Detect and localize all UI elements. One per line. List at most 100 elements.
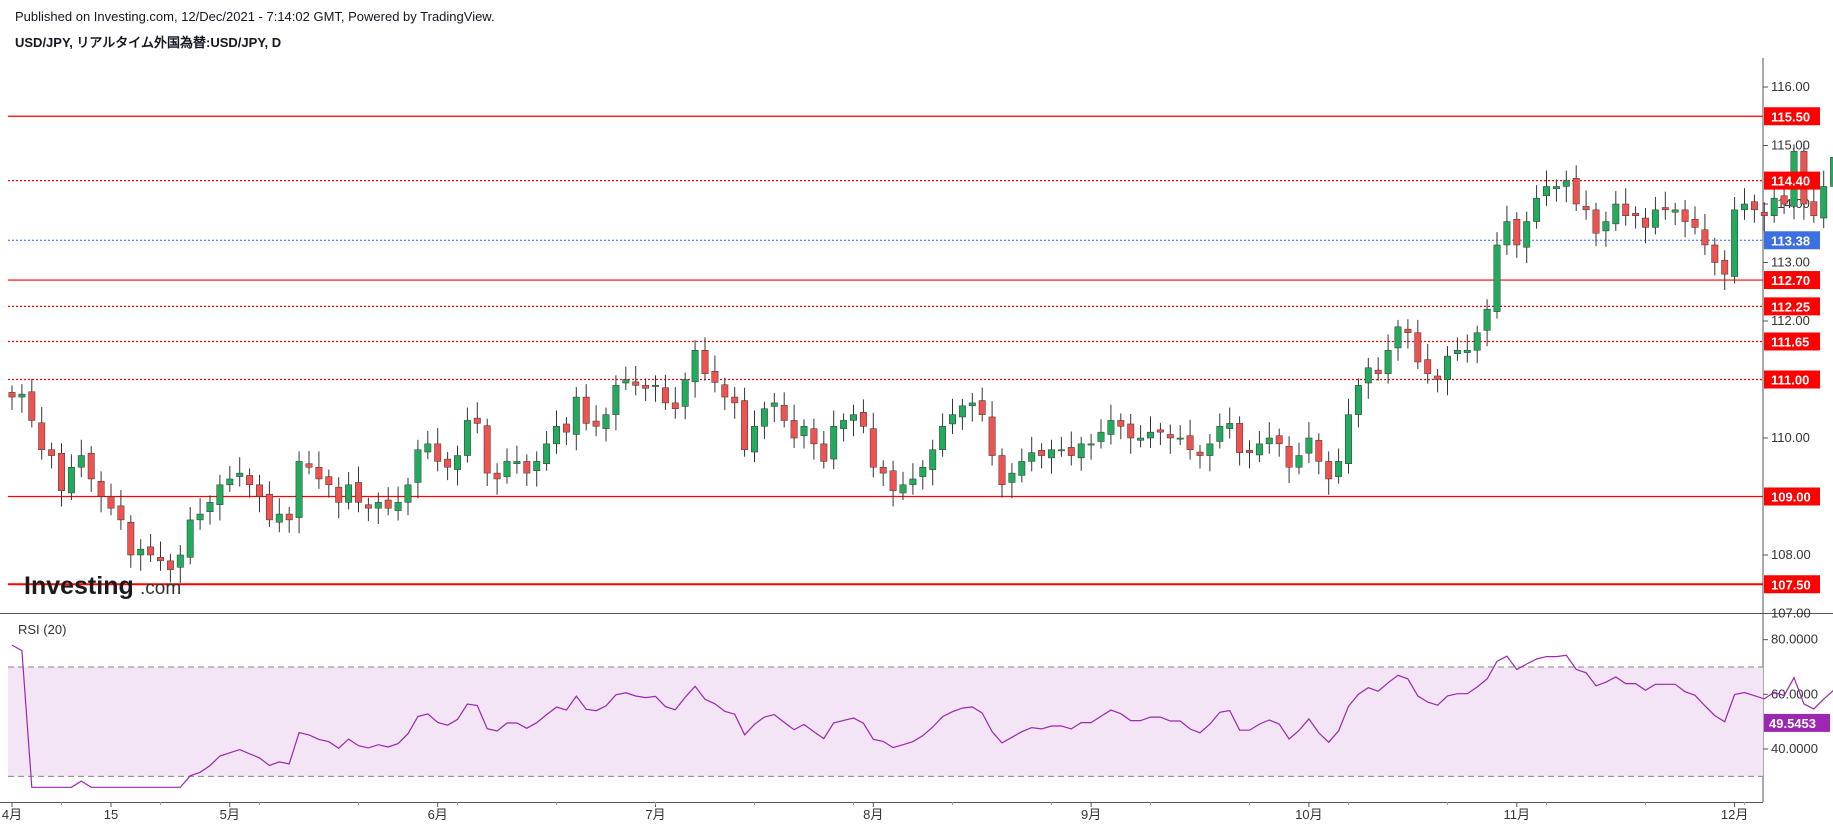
candle-body <box>1097 431 1105 442</box>
time-tick-label: 7月 <box>645 807 665 822</box>
candle-body <box>1612 203 1620 225</box>
candle-body <box>1424 359 1432 374</box>
candle-body <box>622 379 630 384</box>
candle-body <box>869 428 877 468</box>
candle-body <box>1463 350 1471 353</box>
price-tick-label: 113.00 <box>1771 255 1810 270</box>
candle-body <box>186 519 194 558</box>
candle-body <box>355 482 362 503</box>
rsi-tick-label: 80.0000 <box>1771 632 1818 647</box>
candle-body <box>820 443 828 462</box>
level-label: 111.65 <box>1771 334 1809 349</box>
candle-body <box>77 455 85 468</box>
candle-body <box>1731 209 1739 277</box>
candle-body <box>998 455 1006 486</box>
candle-body <box>1176 437 1184 440</box>
candle-body <box>1335 461 1343 477</box>
candle-body <box>1592 209 1600 234</box>
time-tick-label: 9月 <box>1081 807 1101 822</box>
time-tick-label: 15 <box>104 807 118 822</box>
candle-body <box>1651 209 1659 228</box>
candle-body <box>1147 431 1154 439</box>
candle-body <box>87 452 95 480</box>
candle-body <box>364 504 372 509</box>
candle-body <box>1117 420 1125 427</box>
candle-body <box>166 560 174 570</box>
candle-body <box>1701 229 1709 246</box>
rsi-band-group: 80.0000 60.0000 40.0000 <box>8 632 1818 777</box>
candle-body <box>1711 244 1719 263</box>
candle-body <box>711 371 719 383</box>
candle-body <box>345 484 353 503</box>
price-tick-label: 110.00 <box>1771 430 1810 445</box>
candle-body <box>1345 414 1352 464</box>
candle-body <box>1216 426 1224 442</box>
level-labels: 115.50 114.40 112.70 112.25 111.65 111.00 109.… <box>1764 107 1820 594</box>
candle-body <box>1671 209 1679 213</box>
candle-body <box>681 379 689 407</box>
candle-body <box>1642 217 1649 228</box>
candle-body <box>335 486 343 503</box>
level-label: 112.70 <box>1771 273 1810 288</box>
candle-body <box>38 422 46 450</box>
level-label: 107.50 <box>1771 577 1811 592</box>
candle-body <box>305 463 313 468</box>
candle-body <box>275 513 283 523</box>
candle-body <box>572 396 580 435</box>
candle-body <box>1048 449 1055 459</box>
level-label: 109.00 <box>1771 490 1811 505</box>
candle-body <box>523 461 531 474</box>
candle-body <box>751 426 758 453</box>
candle-body <box>533 461 541 472</box>
candle-body <box>602 414 610 429</box>
level-badge <box>1764 575 1820 594</box>
candle-body <box>810 428 818 445</box>
candle-body <box>1107 420 1115 435</box>
candle-body <box>107 496 115 509</box>
candle-body <box>721 384 729 398</box>
price-tick-label: 107.00 <box>1771 606 1811 621</box>
time-tick-label: 4月 <box>2 807 22 822</box>
candle-body <box>889 470 897 491</box>
candle-body <box>652 385 659 387</box>
candle-body <box>1038 450 1046 456</box>
candle-body <box>741 400 749 450</box>
candle-body <box>1810 201 1818 216</box>
rsi-line-group: 49.5453 <box>11 644 1833 788</box>
time-tick-label: 10月 <box>1295 807 1322 822</box>
candle-body <box>553 426 560 445</box>
candlesticks <box>8 141 1833 584</box>
candle-body <box>1830 156 1833 187</box>
candle-body <box>731 396 739 404</box>
price-tick-label: 108.00 <box>1771 547 1811 562</box>
candle-body <box>562 423 570 433</box>
candle-body <box>256 484 263 497</box>
investing-logo: Investing <box>24 572 134 600</box>
candle-body <box>1374 369 1382 374</box>
candle-body <box>968 402 976 407</box>
candle-body <box>1275 435 1283 445</box>
candle-body <box>1354 385 1362 415</box>
candle-body <box>1255 443 1263 456</box>
candle-body <box>1404 328 1412 333</box>
candle-body <box>859 412 867 427</box>
candle-body <box>513 461 521 464</box>
candle-body <box>1364 367 1372 384</box>
candle-body <box>246 475 254 486</box>
candle-body <box>592 420 600 427</box>
candle-body <box>48 449 56 456</box>
rsi-line <box>11 644 1833 788</box>
rsi-tick-label: 40.0000 <box>1771 741 1818 756</box>
level-badge <box>1764 271 1820 290</box>
candle-body <box>949 414 956 425</box>
candle-body <box>1077 443 1085 459</box>
candle-body <box>285 513 293 521</box>
candle-body <box>404 484 412 503</box>
candle-body <box>1156 429 1164 433</box>
candle-body <box>1661 207 1669 211</box>
level-badge <box>1764 370 1820 389</box>
candle-body <box>958 405 966 418</box>
candle-body <box>1057 449 1065 452</box>
candle-body <box>1572 178 1580 205</box>
